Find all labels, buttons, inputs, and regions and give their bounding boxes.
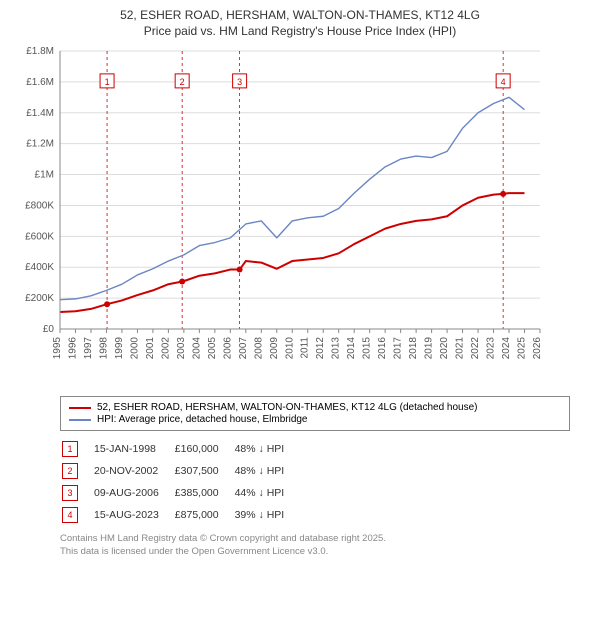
svg-text:1: 1	[105, 77, 110, 87]
legend-label: HPI: Average price, detached house, Elmb…	[97, 414, 308, 425]
table-row: 3 09-AUG-2006£385,00044% ↓ HPI	[62, 483, 298, 503]
legend-item-price-paid: 52, ESHER ROAD, HERSHAM, WALTON-ON-THAME…	[69, 402, 561, 413]
svg-text:2012: 2012	[315, 337, 326, 360]
sale-price: £875,000	[175, 505, 233, 525]
svg-text:2005: 2005	[207, 337, 218, 360]
title-line1: 52, ESHER ROAD, HERSHAM, WALTON-ON-THAME…	[10, 8, 590, 24]
svg-text:£1.4M: £1.4M	[26, 108, 54, 119]
svg-text:2009: 2009	[269, 337, 280, 360]
footnote: Contains HM Land Registry data © Crown c…	[60, 533, 570, 558]
chart-title: 52, ESHER ROAD, HERSHAM, WALTON-ON-THAME…	[10, 8, 590, 39]
table-row: 2 20-NOV-2002£307,50048% ↓ HPI	[62, 461, 298, 481]
svg-text:2017: 2017	[393, 337, 404, 360]
svg-text:2003: 2003	[176, 337, 187, 360]
svg-text:2010: 2010	[284, 337, 295, 360]
svg-text:1995: 1995	[52, 337, 63, 360]
sale-date: 09-AUG-2006	[94, 483, 173, 503]
svg-text:1997: 1997	[83, 337, 94, 360]
line-chart-svg: £0 £200K £400K £600K £800K £1M £1.2M £1.4M £1.6M…	[10, 45, 550, 385]
marker-badge: 2	[62, 463, 78, 479]
svg-text:2002: 2002	[160, 337, 171, 360]
svg-text:£1M: £1M	[35, 170, 54, 181]
svg-text:2024: 2024	[501, 337, 512, 360]
title-line2: Price paid vs. HM Land Registry's House …	[10, 24, 590, 40]
svg-text:2019: 2019	[424, 337, 435, 360]
svg-text:1999: 1999	[114, 337, 125, 360]
svg-text:2026: 2026	[532, 337, 543, 360]
svg-text:£0: £0	[43, 324, 55, 335]
legend: 52, ESHER ROAD, HERSHAM, WALTON-ON-THAME…	[60, 396, 570, 431]
svg-text:2021: 2021	[455, 337, 466, 360]
svg-text:2: 2	[180, 77, 185, 87]
sale-price: £385,000	[175, 483, 233, 503]
svg-text:2013: 2013	[331, 337, 342, 360]
svg-text:1998: 1998	[98, 337, 109, 360]
svg-text:£1.8M: £1.8M	[26, 46, 54, 57]
sale-date: 15-JAN-1998	[94, 439, 173, 459]
svg-text:2011: 2011	[300, 337, 311, 359]
svg-text:2016: 2016	[377, 337, 388, 360]
sale-delta: 48% ↓ HPI	[235, 461, 299, 481]
svg-text:2008: 2008	[253, 337, 264, 360]
sale-date: 15-AUG-2023	[94, 505, 173, 525]
svg-text:£400K: £400K	[25, 262, 54, 273]
svg-text:2015: 2015	[362, 337, 373, 360]
svg-text:2001: 2001	[145, 337, 156, 360]
svg-text:£600K: £600K	[25, 232, 54, 243]
footnote-line2: This data is licensed under the Open Gov…	[60, 546, 570, 558]
svg-text:3: 3	[237, 77, 242, 87]
sale-date: 20-NOV-2002	[94, 461, 173, 481]
svg-text:£800K: £800K	[25, 201, 54, 212]
svg-text:2004: 2004	[191, 337, 202, 360]
svg-text:£200K: £200K	[25, 293, 54, 304]
legend-item-hpi: HPI: Average price, detached house, Elmb…	[69, 414, 561, 425]
marker-badge: 1	[62, 441, 78, 457]
table-row: 4 15-AUG-2023£875,00039% ↓ HPI	[62, 505, 298, 525]
svg-text:2007: 2007	[238, 337, 249, 360]
svg-text:1996: 1996	[67, 337, 78, 360]
svg-text:2018: 2018	[408, 337, 419, 360]
sale-delta: 44% ↓ HPI	[235, 483, 299, 503]
table-row: 1 15-JAN-1998£160,00048% ↓ HPI	[62, 439, 298, 459]
svg-text:2014: 2014	[346, 337, 357, 360]
svg-text:2022: 2022	[470, 337, 481, 360]
svg-text:2025: 2025	[517, 337, 528, 360]
chart-area: £0 £200K £400K £600K £800K £1M £1.2M £1.4M £1.6M…	[10, 45, 590, 390]
sale-price: £160,000	[175, 439, 233, 459]
sale-delta: 48% ↓ HPI	[235, 439, 299, 459]
marker-badge: 3	[62, 485, 78, 501]
legend-swatch	[69, 407, 91, 409]
svg-text:£1.2M: £1.2M	[26, 139, 54, 150]
legend-swatch	[69, 419, 91, 421]
svg-text:2023: 2023	[486, 337, 497, 360]
svg-text:2006: 2006	[222, 337, 233, 360]
marker-badge: 4	[62, 507, 78, 523]
svg-text:2020: 2020	[439, 337, 450, 360]
footnote-line1: Contains HM Land Registry data © Crown c…	[60, 533, 570, 545]
sales-table: 1 15-JAN-1998£160,00048% ↓ HPI 2 20-NOV-200…	[60, 437, 300, 527]
legend-label: 52, ESHER ROAD, HERSHAM, WALTON-ON-THAME…	[97, 402, 477, 413]
svg-text:£1.6M: £1.6M	[26, 77, 54, 88]
svg-text:4: 4	[501, 77, 506, 87]
sale-delta: 39% ↓ HPI	[235, 505, 299, 525]
svg-text:2000: 2000	[129, 337, 140, 360]
sale-price: £307,500	[175, 461, 233, 481]
